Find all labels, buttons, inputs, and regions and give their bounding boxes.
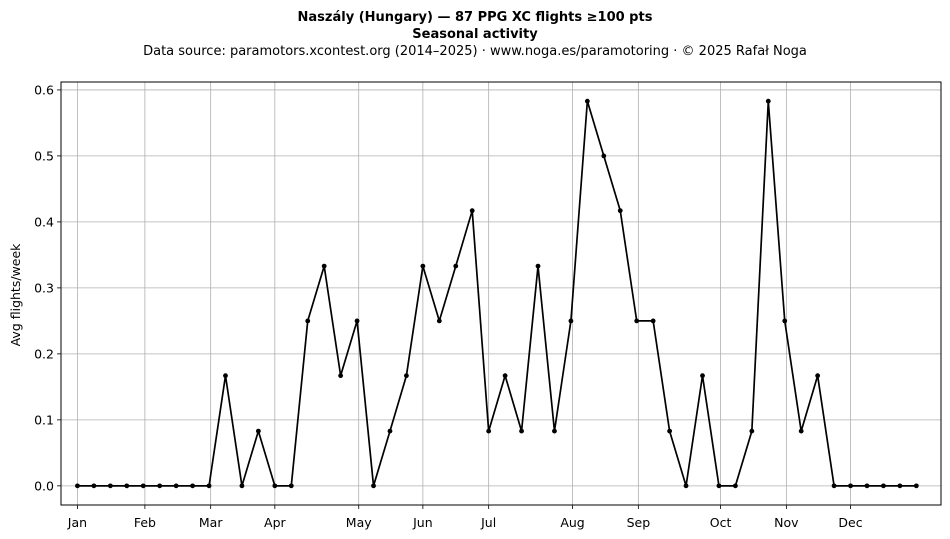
y-tick-label: 0.1	[34, 412, 54, 427]
data-point	[650, 318, 656, 324]
data-point	[239, 483, 245, 489]
data-point	[667, 428, 672, 434]
data-point	[206, 483, 212, 489]
data-point	[354, 318, 360, 324]
y-tick-label: 0.3	[34, 280, 54, 295]
y-tick-label: 0.2	[34, 346, 54, 361]
x-tick-label: Jul	[480, 515, 496, 530]
data-point	[190, 483, 195, 489]
x-tick-label: Jun	[412, 515, 433, 530]
data-point	[617, 208, 623, 214]
data-point	[371, 483, 376, 489]
data-point	[765, 98, 771, 104]
data-point	[913, 483, 919, 489]
x-tick-label: Nov	[774, 515, 799, 530]
data-point	[75, 483, 80, 489]
y-tick-label: 0.5	[34, 148, 54, 163]
data-point	[683, 483, 689, 489]
data-point	[420, 263, 426, 269]
data-point	[288, 483, 294, 489]
data-point	[272, 483, 278, 489]
data-point	[881, 483, 886, 489]
data-point	[223, 373, 228, 379]
data-point	[157, 483, 163, 489]
chart-title-line2: Seasonal activity	[412, 27, 538, 42]
x-tick-label: Feb	[134, 515, 156, 530]
data-point	[716, 483, 722, 489]
data-point	[700, 373, 705, 379]
y-axis-label: Avg flights/week	[8, 243, 23, 347]
data-point	[815, 373, 821, 379]
x-tick-label: Aug	[560, 515, 584, 530]
data-point	[305, 318, 311, 324]
data-point	[568, 318, 574, 324]
data-point	[107, 483, 113, 489]
series-layer	[75, 98, 919, 489]
data-point	[848, 483, 853, 489]
data-point	[519, 428, 524, 434]
x-tick-label: Sep	[627, 515, 651, 530]
data-point	[486, 428, 492, 434]
data-point	[749, 428, 755, 434]
chart-title: Naszály (Hungary) — 87 PPG XC flights ≥1…	[298, 10, 653, 25]
data-point	[584, 98, 590, 104]
data-point	[552, 428, 557, 434]
data-point	[601, 153, 607, 159]
chart-subtitle: Data source: paramotors.xcontest.org (20…	[143, 44, 807, 59]
series-line	[77, 100, 917, 487]
data-point	[124, 483, 130, 489]
data-point	[387, 428, 393, 434]
data-point	[321, 263, 327, 269]
plot-frame	[60, 81, 942, 506]
axes: 0.0 0.1 0.2 0.3 0.4 0.5 0.6 Jan Feb Mar Apr May Jun J…	[34, 81, 942, 530]
data-point	[453, 263, 459, 269]
x-tick-label: May	[346, 515, 372, 530]
data-point	[831, 483, 837, 489]
data-point	[864, 483, 870, 489]
y-tick-label: 0.6	[34, 82, 54, 97]
data-point	[255, 428, 261, 434]
x-tick-label: Dec	[838, 515, 862, 530]
data-point	[140, 483, 146, 489]
data-point	[535, 263, 541, 269]
grid-lines	[61, 82, 941, 505]
data-point	[404, 373, 409, 379]
data-point	[173, 483, 179, 489]
data-point	[338, 373, 344, 379]
data-point	[469, 208, 475, 214]
data-point	[634, 318, 640, 324]
x-tick-label: Apr	[264, 515, 286, 530]
x-tick-label: Oct	[710, 515, 732, 530]
data-point	[502, 373, 508, 379]
data-point	[436, 318, 442, 324]
y-tick-label: 0.4	[34, 214, 54, 229]
x-tick-label: Mar	[199, 515, 223, 530]
data-point	[897, 483, 903, 489]
data-point	[798, 428, 804, 434]
data-point	[91, 483, 97, 489]
data-point	[732, 483, 738, 489]
x-tick-label: Jan	[67, 515, 87, 530]
data-point	[782, 318, 788, 324]
y-tick-label: 0.0	[34, 478, 54, 493]
